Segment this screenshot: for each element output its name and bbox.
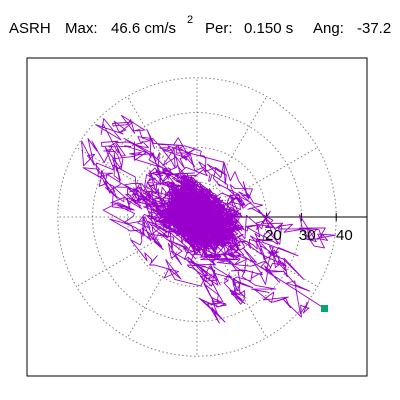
grid-spoke-210 — [76, 216, 198, 288]
grid-spoke-120 — [126, 96, 198, 218]
station-code: ASRH — [9, 20, 51, 37]
max-value: 46.6 cm/s — [111, 20, 177, 37]
ring-label-40: 40 — [336, 227, 353, 244]
grid-spoke-60 — [196, 96, 268, 218]
grid-spoke-240 — [126, 216, 198, 338]
period-value: 0.150 s — [244, 20, 294, 37]
grid-spoke-300 — [196, 216, 268, 338]
motion-trace — [81, 114, 336, 324]
ring-labels: 20 30 40 — [265, 227, 353, 244]
ring-label-30: 30 — [299, 227, 316, 244]
trace-orbit — [81, 114, 336, 324]
grid-spoke-150 — [76, 146, 198, 218]
angle-value: -37.2 — [357, 20, 392, 37]
max-unit-exponent: 2 — [187, 14, 194, 26]
max-label: Max: — [65, 20, 98, 37]
end-point-marker — [321, 305, 328, 312]
ring-label-20: 20 — [265, 227, 282, 244]
grid-spoke-30 — [196, 146, 318, 218]
grid-spoke-330 — [196, 216, 318, 288]
angle-label: Ang: — [313, 20, 344, 37]
plot-header: ASRH Max: 46.6 cm/s 2 Per: 0.150 s Ang: … — [0, 0, 400, 40]
period-label: Per: — [205, 20, 233, 37]
